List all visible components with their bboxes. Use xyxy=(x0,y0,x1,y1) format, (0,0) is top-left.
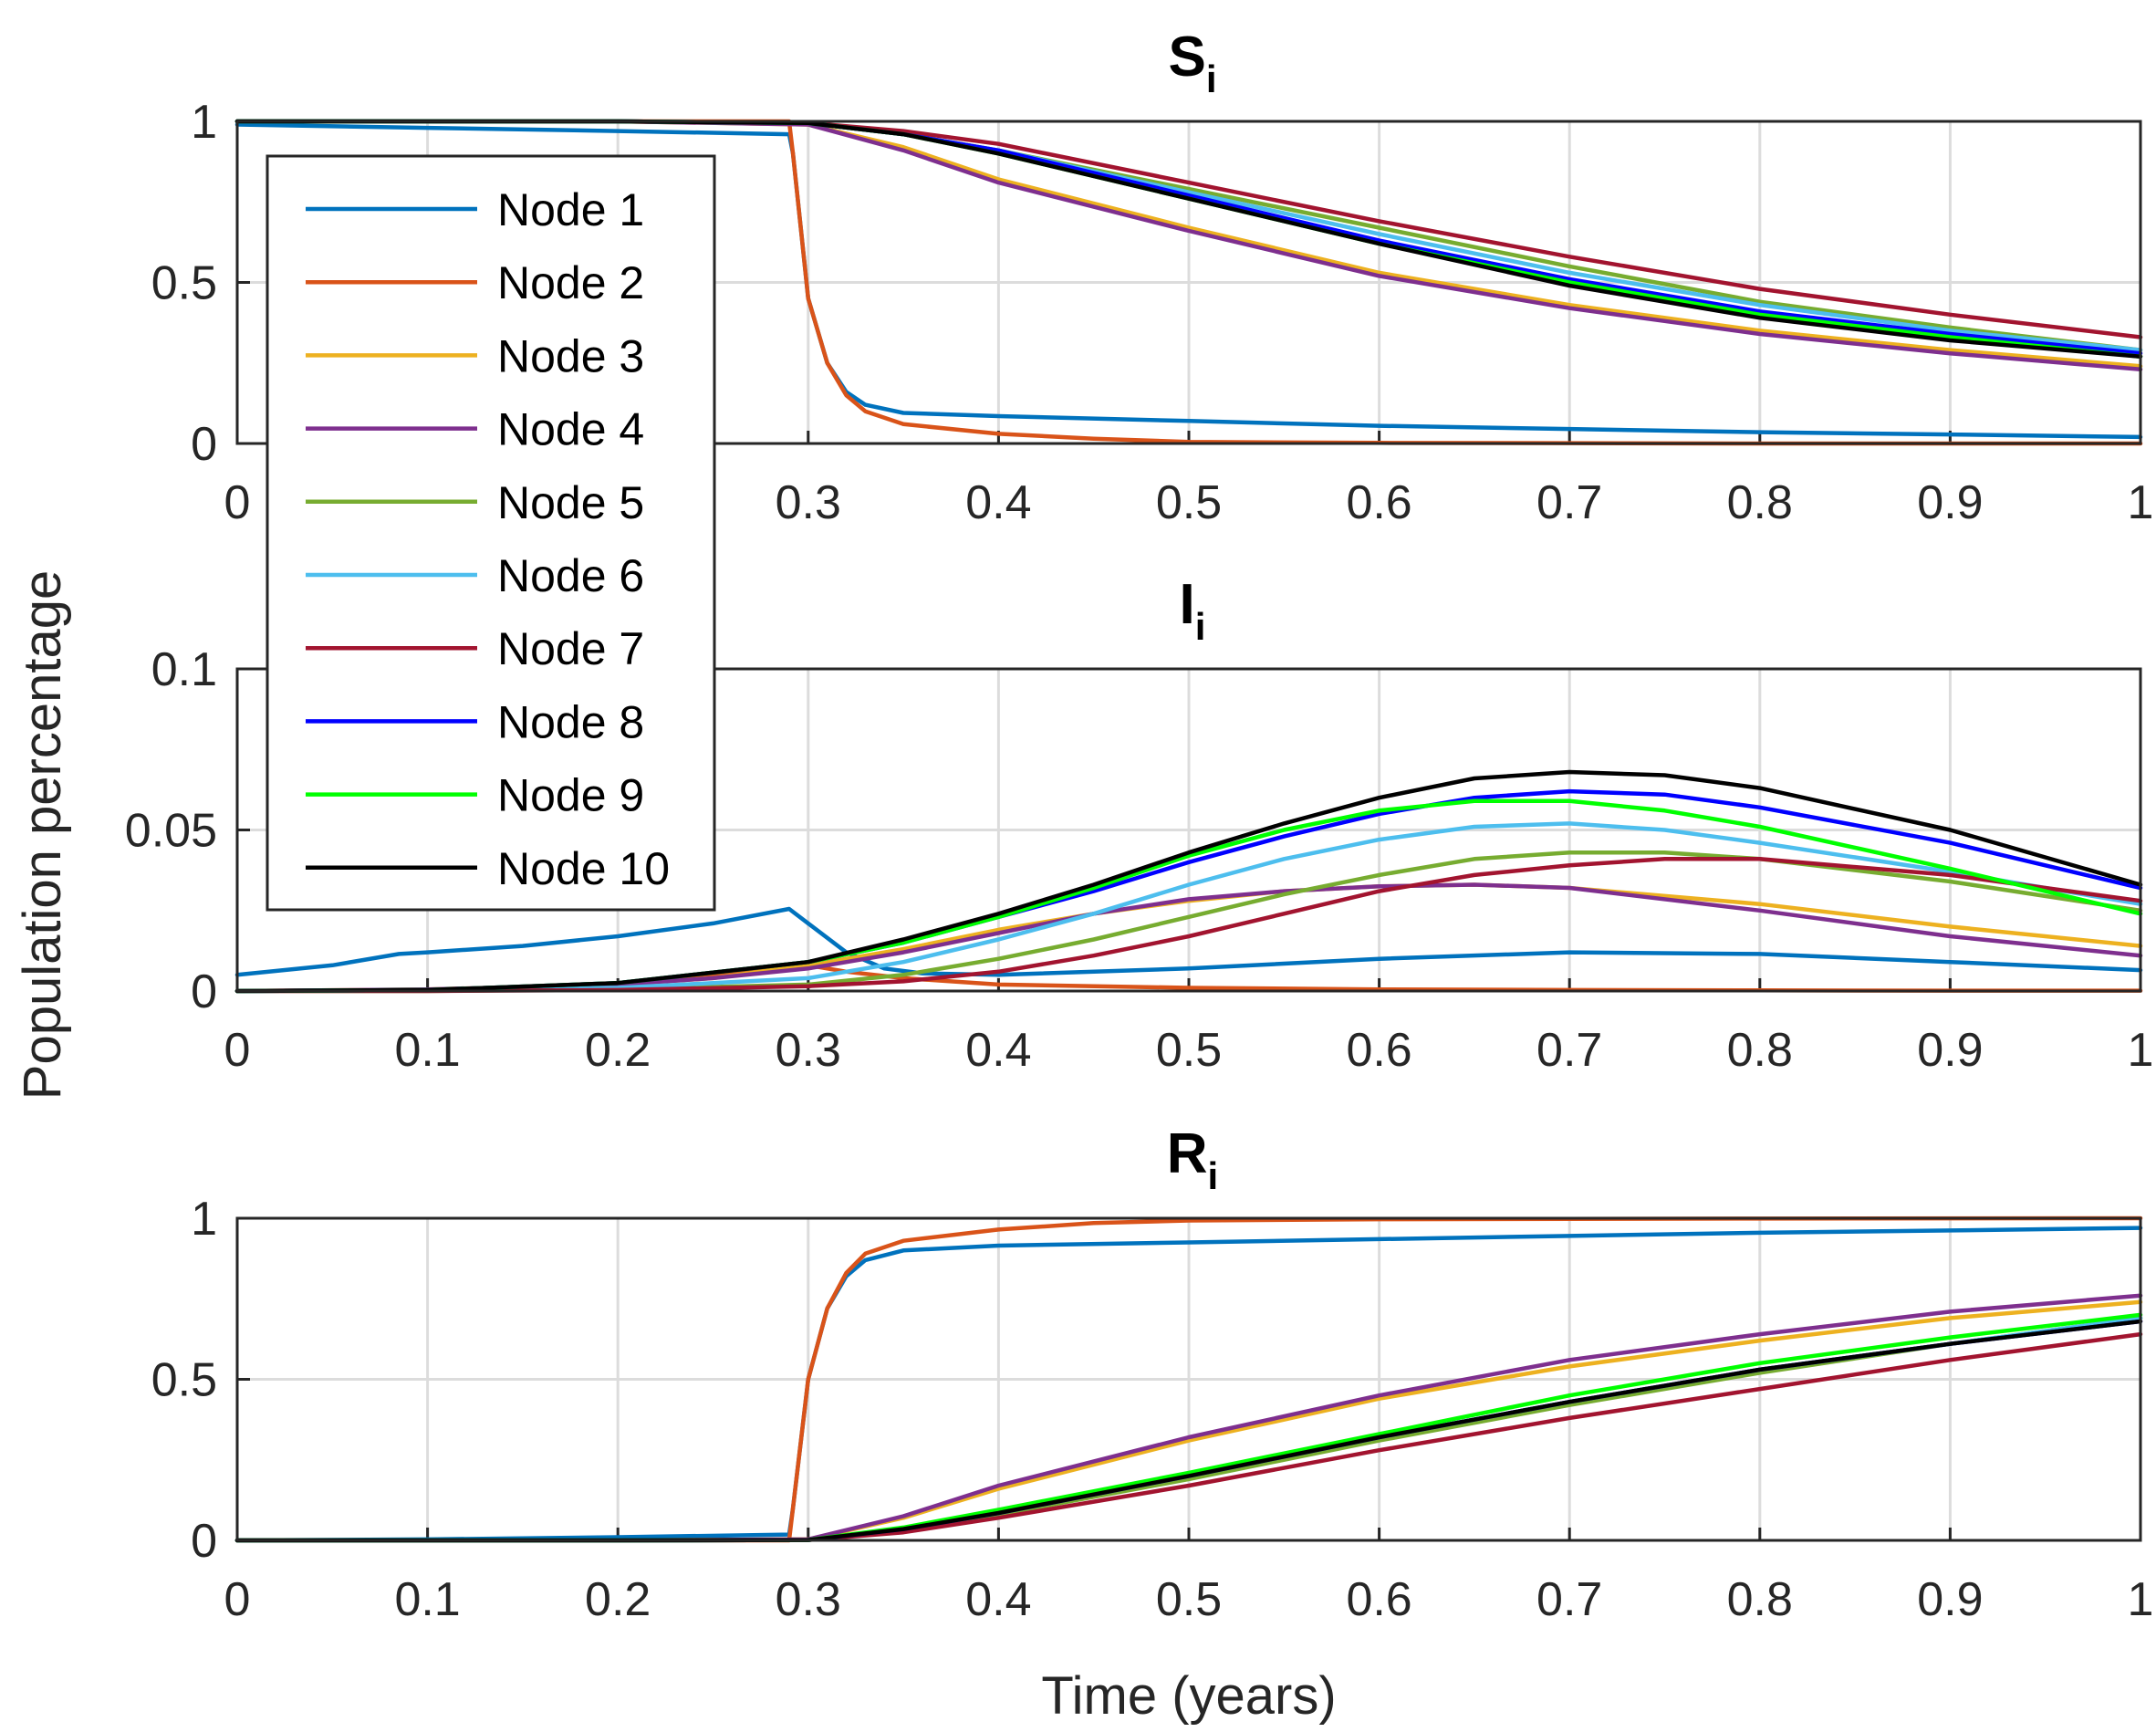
y-tick-label: 1 xyxy=(191,1193,217,1246)
legend-label-node-8: Node 8 xyxy=(497,696,644,747)
legend: Node 1 Node 2 Node 3 Node 4 Node 5 Node 6 Node… xyxy=(266,154,716,912)
x-tick-label: 0.1 xyxy=(394,1573,460,1626)
panel-title: Si xyxy=(1168,26,1216,100)
axes-box xyxy=(235,1216,2142,1542)
legend-label-node-2: Node 2 xyxy=(497,257,644,308)
x-tick-label: 0.3 xyxy=(776,1024,841,1077)
x-tick-label: 0.2 xyxy=(585,1024,651,1077)
x-tick-label: 0.9 xyxy=(1917,1024,1983,1077)
panel-title: Ii xyxy=(1180,573,1206,648)
y-tick-label: 1 xyxy=(191,96,217,149)
legend-label-node-4: Node 4 xyxy=(497,404,644,455)
x-tick-label: 0.7 xyxy=(1536,1573,1602,1626)
panel-3: 0 0.1 0.2 0.3 0.4 0.5 0.6 0.7 0.8 0.9 1 0 0.5 1 Ri xyxy=(151,1122,2154,1626)
x-tick-label: 0.2 xyxy=(585,1573,651,1626)
series-line-node-1 xyxy=(234,1226,2143,1543)
legend-label-node-3: Node 3 xyxy=(497,330,644,381)
legend-label-node-1: Node 1 xyxy=(497,184,644,235)
x-tick-label: 0.7 xyxy=(1536,1024,1602,1077)
x-tick-label: 0.9 xyxy=(1917,476,1983,529)
x-tick-label: 1 xyxy=(2128,1573,2154,1626)
y-tick-label: 0.05 xyxy=(125,805,217,858)
y-tick-label: 0.5 xyxy=(151,1354,217,1407)
x-tick-label: 0.9 xyxy=(1917,1573,1983,1626)
series-line-node-10 xyxy=(234,769,2143,994)
x-tick-label: 0.4 xyxy=(965,1024,1031,1077)
x-tick-label: 1 xyxy=(2128,476,2154,529)
x-tick-label: 0.6 xyxy=(1346,476,1411,529)
y-tick-label: 0 xyxy=(191,418,217,471)
x-tick-label: 0.6 xyxy=(1346,1024,1411,1077)
x-tick-label: 0.4 xyxy=(965,1573,1031,1626)
legend-label-node-9: Node 9 xyxy=(497,770,644,821)
x-tick-label: 0.4 xyxy=(965,476,1031,529)
x-tick-label: 1 xyxy=(2128,1024,2154,1077)
x-tick-label: 0.3 xyxy=(776,476,841,529)
x-tick-label: 0.5 xyxy=(1156,1573,1222,1626)
axes-box xyxy=(235,667,2142,993)
y-tick-label: 0 xyxy=(191,1515,217,1568)
series-line-node-6 xyxy=(234,821,2143,994)
y-tick-label: 0.5 xyxy=(151,257,217,310)
y-tick-label: 0 xyxy=(191,965,217,1018)
legend-label-node-10: Node 10 xyxy=(497,843,670,894)
y-axis-label: Population percentage xyxy=(13,570,72,1100)
x-axis-label: Time (years) xyxy=(1041,1666,1336,1726)
panel-title: Ri xyxy=(1167,1122,1218,1197)
legend-label-node-7: Node 7 xyxy=(497,623,644,674)
x-tick-label: 0.8 xyxy=(1727,1573,1793,1626)
y-tick-label: 0.1 xyxy=(151,643,217,696)
legend-box xyxy=(266,154,716,912)
x-tick-label: 0.6 xyxy=(1346,1573,1411,1626)
x-tick-label: 0.8 xyxy=(1727,1024,1793,1077)
legend-label-node-5: Node 5 xyxy=(497,477,644,528)
x-tick-label: 0.1 xyxy=(394,1024,460,1077)
x-tick-label: 0 xyxy=(224,1024,251,1077)
x-tick-label: 0.5 xyxy=(1156,1024,1222,1077)
axes-box xyxy=(235,120,2142,445)
series-line-node-7 xyxy=(234,857,2143,994)
series-line-node-4 xyxy=(234,882,2143,994)
series-line-node-1 xyxy=(234,122,2143,440)
x-tick-label: 0.5 xyxy=(1156,476,1222,529)
x-tick-label: 0 xyxy=(224,476,251,529)
x-tick-label: 0.7 xyxy=(1536,476,1602,529)
x-tick-label: 0.8 xyxy=(1727,476,1793,529)
x-tick-label: 0 xyxy=(224,1573,251,1626)
x-tick-label: 0.3 xyxy=(776,1573,841,1626)
legend-label-node-6: Node 6 xyxy=(497,550,644,601)
